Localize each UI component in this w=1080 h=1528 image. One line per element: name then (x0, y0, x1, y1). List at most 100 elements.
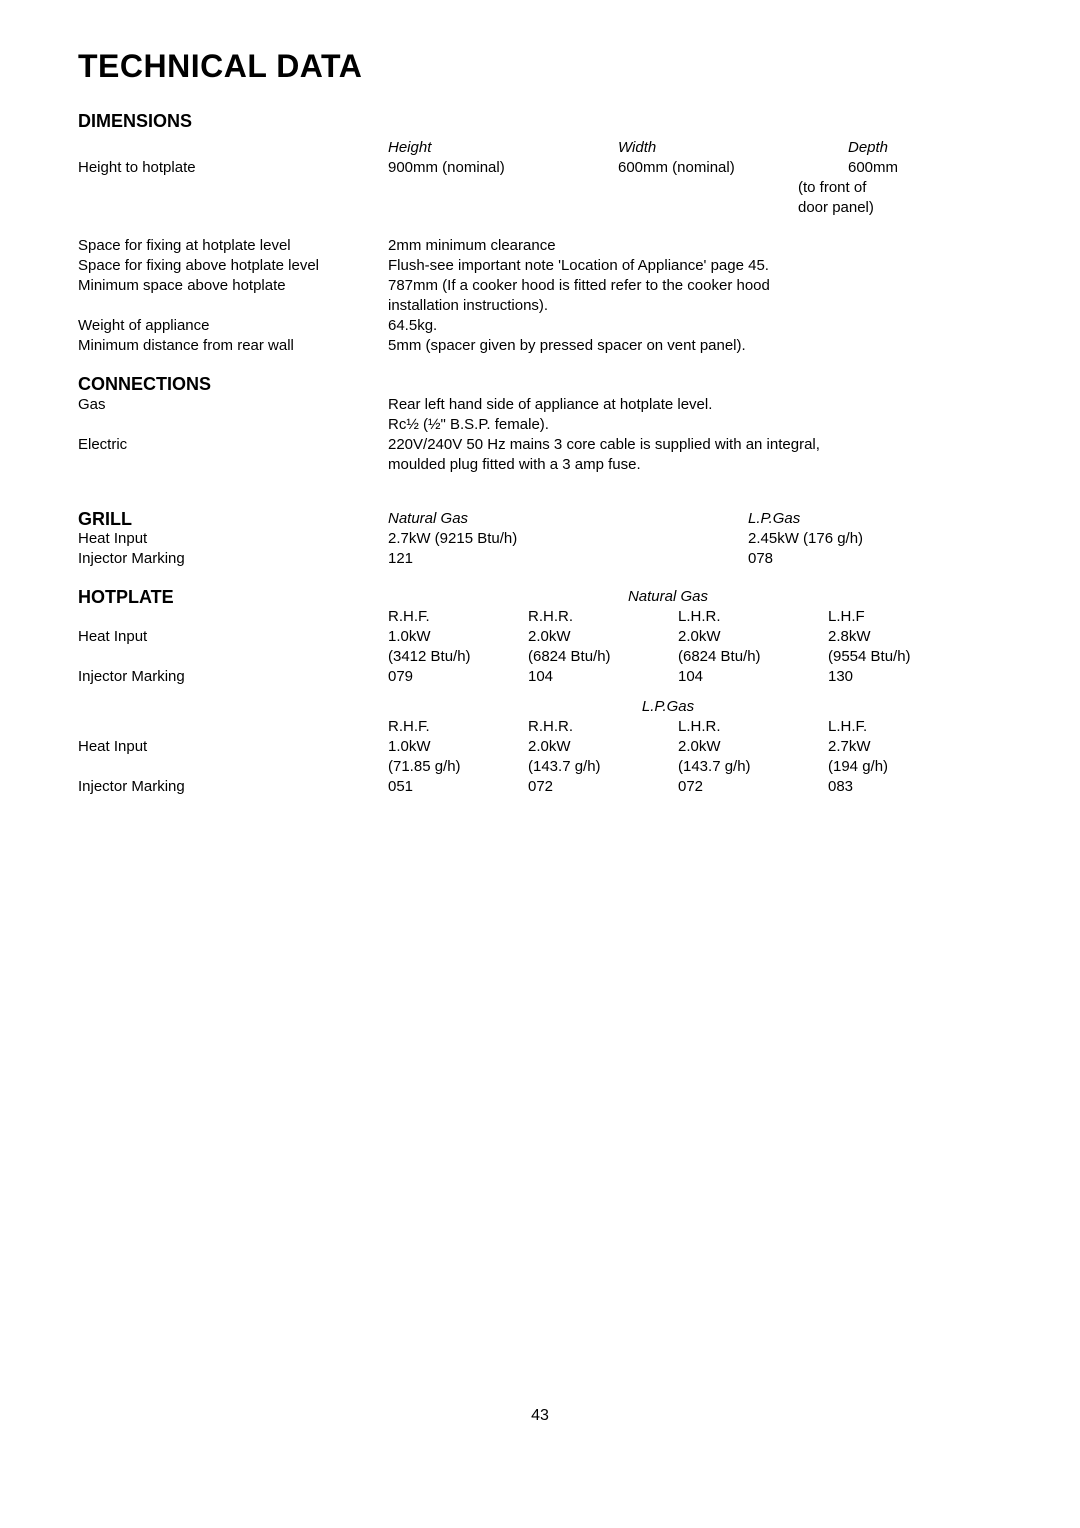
hp-lp-h-2: L.H.R. (678, 717, 828, 737)
hp-lp-gh-2: (143.7 g/h) (678, 757, 828, 777)
dim-value-3: installation instructions). (388, 296, 548, 316)
dim-row-1: Space for fixing above hotplate level Fl… (78, 256, 1002, 276)
dim-label-4: Weight of appliance (78, 316, 388, 336)
header-height: Height (388, 138, 568, 158)
grill-inj-ng: 121 (388, 549, 568, 569)
conn-value-2: 220V/240V 50 Hz mains 3 core cable is su… (388, 435, 820, 455)
header-depth: Depth (798, 138, 1028, 158)
hp-ng-heat-0: 1.0kW (388, 627, 528, 647)
dimensions-header-row: Height Width Depth (78, 138, 1002, 158)
hp-ng-headers: R.H.F. R.H.R. L.H.R. L.H.F (78, 607, 1002, 627)
hp-ng-heat-2: 2.0kW (678, 627, 828, 647)
hth-width: 600mm (nominal) (568, 158, 798, 178)
hp-ng-inj-0: 079 (388, 667, 528, 687)
hotplate-ng-title-row: HOTPLATE Natural Gas (78, 587, 1002, 607)
hp-ng-btu-1: (6824 Btu/h) (528, 647, 678, 667)
hp-ng-heat-3: 2.8kW (828, 627, 988, 647)
hotplate-heading: HOTPLATE (78, 587, 388, 607)
hotplate-ng-label: Natural Gas (388, 587, 948, 607)
hth-depth3-row: door panel) (78, 198, 1002, 218)
hp-ng-h-0: R.H.F. (388, 607, 528, 627)
grill-lp-label: L.P.Gas (748, 509, 800, 529)
conn-value-0: Rear left hand side of appliance at hotp… (388, 395, 712, 415)
dim-row-3: installation instructions). (78, 296, 1002, 316)
grill-heat-lp: 2.45kW (176 g/h) (748, 529, 863, 549)
hp-ng-btu-2: (6824 Btu/h) (678, 647, 828, 667)
conn-row-0: Gas Rear left hand side of appliance at … (78, 395, 1002, 415)
hp-lp-gh-0: (71.85 g/h) (388, 757, 528, 777)
hotplate-lp-title-row: L.P.Gas (78, 697, 1002, 717)
hp-ng-h-3: L.H.F (828, 607, 988, 627)
hp-ng-inj-3: 130 (828, 667, 988, 687)
grill-heat-row: Heat Input 2.7kW (9215 Btu/h) 2.45kW (17… (78, 529, 1002, 549)
conn-label-2: Electric (78, 435, 388, 455)
hp-lp-gh-1: (143.7 g/h) (528, 757, 678, 777)
dim-value-4: 64.5kg. (388, 316, 437, 336)
hp-lp-h-3: L.H.F. (828, 717, 988, 737)
hp-lp-heat-1: 2.0kW (528, 737, 678, 757)
hp-lp-inj-3: 083 (828, 777, 988, 797)
hth-depth3: door panel) (748, 198, 978, 218)
hth-depth1: 600mm (798, 158, 1028, 178)
header-width: Width (568, 138, 798, 158)
dim-label-1: Space for fixing above hotplate level (78, 256, 388, 276)
dim-row-5: Minimum distance from rear wall 5mm (spa… (78, 336, 1002, 356)
hp-ng-h-1: R.H.R. (528, 607, 678, 627)
hp-ng-h-2: L.H.R. (678, 607, 828, 627)
hp-ng-heat: Heat Input 1.0kW 2.0kW 2.0kW 2.8kW (78, 627, 1002, 647)
hp-ng-heat-1: 2.0kW (528, 627, 678, 647)
hp-lp-inj-0: 051 (388, 777, 528, 797)
hp-lp-h-1: R.H.R. (528, 717, 678, 737)
hth-height: 900mm (nominal) (388, 158, 568, 178)
dim-row-4: Weight of appliance 64.5kg. (78, 316, 1002, 336)
dim-label-2: Minimum space above hotplate (78, 276, 388, 296)
dim-label-0: Space for fixing at hotplate level (78, 236, 388, 256)
height-to-hotplate-row: Height to hotplate 900mm (nominal) 600mm… (78, 158, 1002, 178)
hth-depth2: (to front of (748, 178, 978, 198)
height-to-hotplate-label: Height to hotplate (78, 158, 388, 178)
hotplate-lp-label: L.P.Gas (388, 697, 948, 717)
conn-value-3: moulded plug fitted with a 3 amp fuse. (388, 455, 641, 475)
hp-lp-heat: Heat Input 1.0kW 2.0kW 2.0kW 2.7kW (78, 737, 1002, 757)
conn-label-1 (78, 415, 388, 435)
hp-ng-inj: Injector Marking 079 104 104 130 (78, 667, 1002, 687)
hp-lp-headers: R.H.F. R.H.R. L.H.R. L.H.F. (78, 717, 1002, 737)
hp-lp-gh-3: (194 g/h) (828, 757, 988, 777)
grill-ng-label: Natural Gas (388, 509, 568, 529)
page-title: TECHNICAL DATA (78, 48, 1002, 85)
dim-value-2: 787mm (If a cooker hood is fitted refer … (388, 276, 770, 296)
grill-heat-ng: 2.7kW (9215 Btu/h) (388, 529, 568, 549)
conn-label-3 (78, 455, 388, 475)
connections-heading: CONNECTIONS (78, 374, 1002, 395)
hp-inj-label: Injector Marking (78, 667, 388, 687)
dim-value-0: 2mm minimum clearance (388, 236, 556, 256)
page: TECHNICAL DATA DIMENSIONS Height Width D… (0, 0, 1080, 1425)
hp-lp-heat-label: Heat Input (78, 737, 388, 757)
grill-inj-row: Injector Marking 121 078 (78, 549, 1002, 569)
hp-lp-heat-0: 1.0kW (388, 737, 528, 757)
conn-row-1: Rc½ (½" B.S.P. female). (78, 415, 1002, 435)
hp-lp-gh: (71.85 g/h) (143.7 g/h) (143.7 g/h) (194… (78, 757, 1002, 777)
hp-ng-inj-2: 104 (678, 667, 828, 687)
hp-lp-inj: Injector Marking 051 072 072 083 (78, 777, 1002, 797)
conn-row-2: Electric 220V/240V 50 Hz mains 3 core ca… (78, 435, 1002, 455)
hp-ng-btu: (3412 Btu/h) (6824 Btu/h) (6824 Btu/h) (… (78, 647, 1002, 667)
dim-label-5: Minimum distance from rear wall (78, 336, 388, 356)
conn-value-1: Rc½ (½" B.S.P. female). (388, 415, 549, 435)
hp-ng-btu-3: (9554 Btu/h) (828, 647, 988, 667)
hp-lp-inj-label: Injector Marking (78, 777, 388, 797)
grill-inj-label: Injector Marking (78, 549, 388, 569)
dim-value-1: Flush-see important note 'Location of Ap… (388, 256, 769, 276)
dimensions-heading: DIMENSIONS (78, 111, 1002, 132)
dim-label-3 (78, 296, 388, 316)
hp-lp-inj-1: 072 (528, 777, 678, 797)
conn-label-0: Gas (78, 395, 388, 415)
hp-ng-btu-0: (3412 Btu/h) (388, 647, 528, 667)
grill-heat-label: Heat Input (78, 529, 388, 549)
dim-value-5: 5mm (spacer given by pressed spacer on v… (388, 336, 746, 356)
dim-row-2: Minimum space above hotplate 787mm (If a… (78, 276, 1002, 296)
conn-row-3: moulded plug fitted with a 3 amp fuse. (78, 455, 1002, 475)
grill-heading: GRILL (78, 509, 388, 529)
hth-depth2-row: (to front of (78, 178, 1002, 198)
hp-ng-inj-1: 104 (528, 667, 678, 687)
